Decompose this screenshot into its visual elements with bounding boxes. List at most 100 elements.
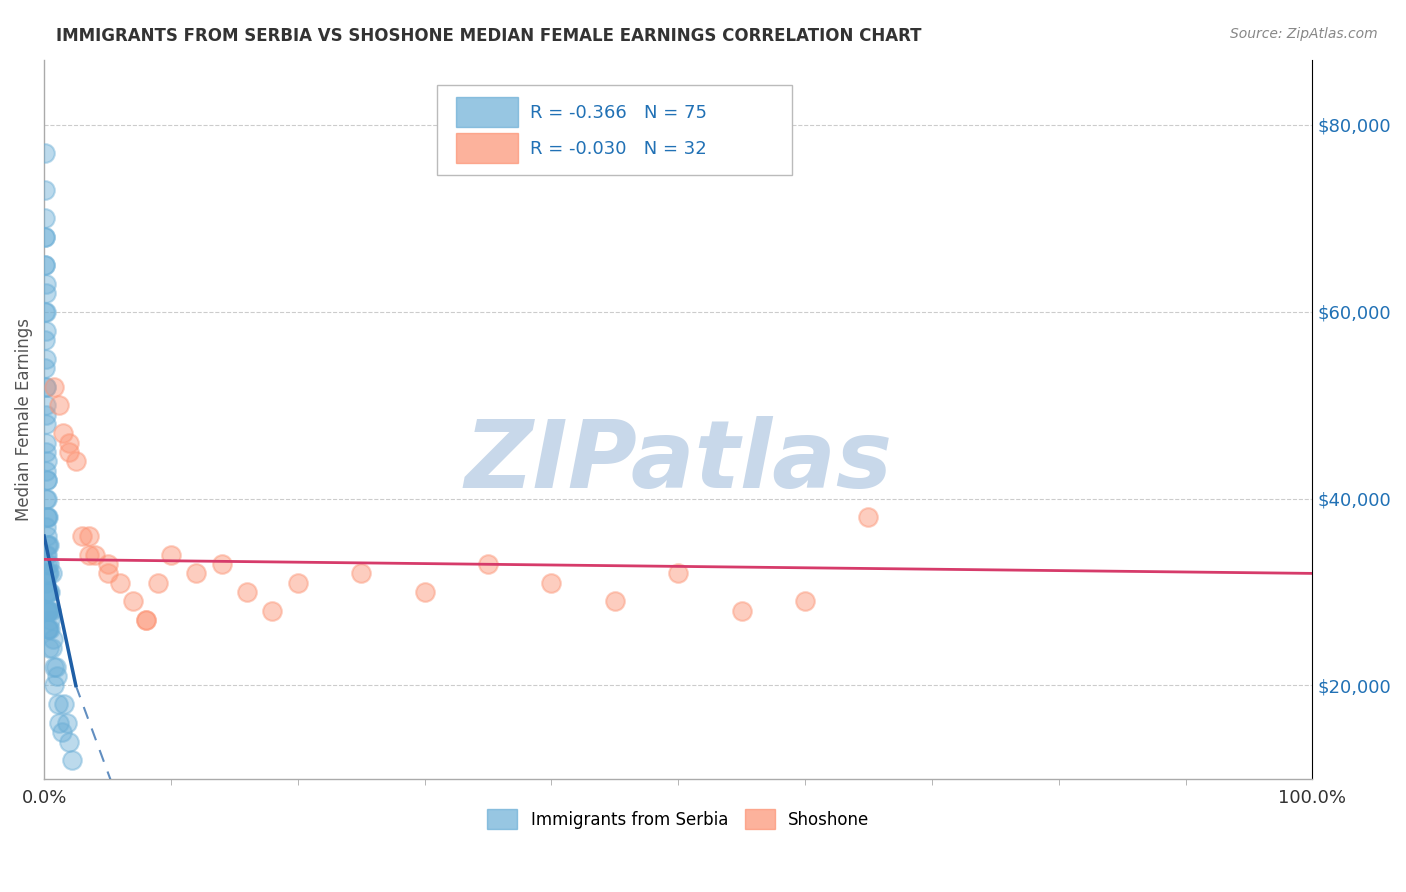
Point <box>37 548 59 562</box>
Point <box>39 604 62 618</box>
Point <box>39 585 62 599</box>
Text: IMMIGRANTS FROM SERBIA VS SHOSHONE MEDIAN FEMALE EARNINGS CORRELATION CHART: IMMIGRANTS FROM SERBIA VS SHOSHONE MEDIA… <box>56 27 922 45</box>
Point <box>186 566 208 581</box>
Point <box>39 613 62 627</box>
Point <box>38 557 60 571</box>
Point <box>35 445 58 459</box>
Point <box>35 464 58 478</box>
Point <box>42 660 65 674</box>
Point <box>37 566 59 581</box>
Point <box>122 594 145 608</box>
Point <box>38 566 60 581</box>
Point <box>34 379 56 393</box>
Point <box>38 641 60 656</box>
Point <box>41 566 63 581</box>
FancyBboxPatch shape <box>457 97 519 128</box>
Point <box>34 258 56 272</box>
Text: ZIPatlas: ZIPatlas <box>464 417 893 508</box>
Point <box>262 604 284 618</box>
Point <box>108 575 131 590</box>
Point <box>96 557 118 571</box>
Point <box>60 753 83 767</box>
Point <box>35 351 58 366</box>
Point <box>83 548 105 562</box>
Point <box>540 575 562 590</box>
Point <box>160 548 183 562</box>
Point <box>70 529 93 543</box>
Legend: Immigrants from Serbia, Shoshone: Immigrants from Serbia, Shoshone <box>481 803 876 835</box>
Point <box>35 604 58 618</box>
Point <box>46 697 69 711</box>
Point <box>34 258 56 272</box>
Point <box>37 623 59 637</box>
Point <box>58 435 80 450</box>
Point <box>287 575 309 590</box>
Point <box>35 305 58 319</box>
Point <box>477 557 499 571</box>
Point <box>56 715 79 730</box>
Point <box>58 734 80 748</box>
Point <box>34 211 56 226</box>
Point <box>858 510 880 524</box>
Point <box>77 548 100 562</box>
Point <box>52 426 75 441</box>
Point <box>37 585 59 599</box>
Point <box>35 435 58 450</box>
Point <box>38 604 60 618</box>
Point <box>37 604 59 618</box>
Point <box>77 529 100 543</box>
Point <box>603 594 626 608</box>
Text: R = -0.366   N = 75: R = -0.366 N = 75 <box>530 103 707 122</box>
Point <box>34 408 56 422</box>
Point <box>34 230 56 244</box>
Point <box>135 613 157 627</box>
Point <box>65 454 87 468</box>
Point <box>35 324 58 338</box>
Point <box>35 575 58 590</box>
FancyBboxPatch shape <box>457 133 519 163</box>
Point <box>730 604 752 618</box>
Point <box>44 660 66 674</box>
Point <box>37 623 59 637</box>
Point <box>37 566 59 581</box>
Point <box>37 604 59 618</box>
Point <box>35 585 58 599</box>
Point <box>38 623 60 637</box>
Point <box>34 333 56 347</box>
Point <box>48 398 70 412</box>
Point <box>148 575 170 590</box>
Point <box>35 473 58 487</box>
Point <box>35 510 58 524</box>
Point <box>34 183 56 197</box>
Point <box>794 594 817 608</box>
Point <box>48 715 70 730</box>
Point <box>34 230 56 244</box>
Point <box>37 604 59 618</box>
Point <box>34 146 56 161</box>
Point <box>211 557 233 571</box>
Point <box>35 379 58 393</box>
Point <box>44 678 66 692</box>
Point <box>413 585 436 599</box>
Y-axis label: Median Female Earnings: Median Female Earnings <box>15 318 32 521</box>
Point <box>44 379 66 393</box>
Point <box>135 613 157 627</box>
Point <box>35 417 58 431</box>
Point <box>45 669 67 683</box>
Point <box>34 286 56 301</box>
Point <box>35 473 58 487</box>
Point <box>37 585 59 599</box>
Point <box>53 697 76 711</box>
Point <box>35 398 58 412</box>
Point <box>35 538 58 552</box>
Point <box>34 305 56 319</box>
Point <box>666 566 689 581</box>
FancyBboxPatch shape <box>437 85 793 175</box>
Point <box>35 491 58 506</box>
Point <box>35 454 58 468</box>
Text: Source: ZipAtlas.com: Source: ZipAtlas.com <box>1230 27 1378 41</box>
Point <box>38 585 60 599</box>
Text: R = -0.030   N = 32: R = -0.030 N = 32 <box>530 140 707 158</box>
Point <box>35 548 58 562</box>
Point <box>236 585 259 599</box>
